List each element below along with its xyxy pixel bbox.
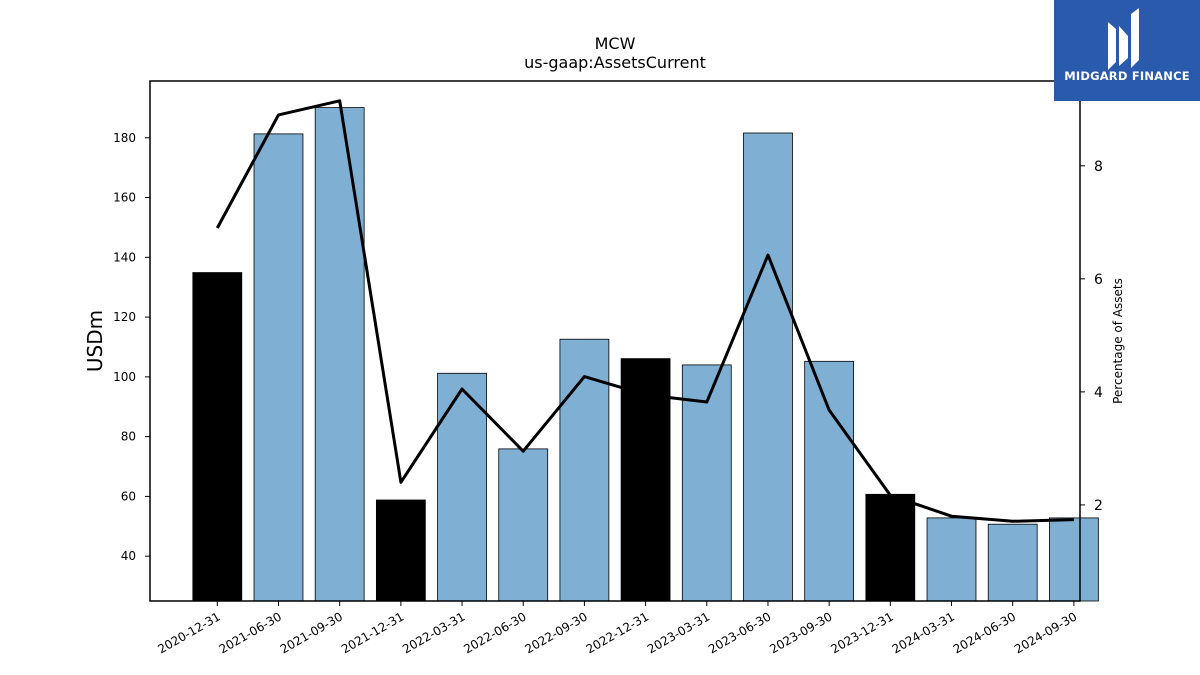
y2-tick-label: 2 <box>1094 498 1103 514</box>
bar-2023-09-30 <box>804 360 855 602</box>
x-tick-label: 2024-06-30 <box>951 609 1018 656</box>
bars <box>192 107 1099 602</box>
x-tick-label: 2021-12-31 <box>339 609 406 656</box>
bar-2023-12-31 <box>865 493 916 602</box>
y-axis-ticks: 40 60 80 100 120 140 160 180 <box>113 131 150 563</box>
y2-tick-label: 6 <box>1094 272 1103 288</box>
line-series <box>215 99 1074 523</box>
y-axis-label: USDm <box>83 310 107 372</box>
logo-icon <box>1108 8 1139 70</box>
bar-2024-03-31 <box>926 517 977 602</box>
x-tick-label: 2023-12-31 <box>828 609 895 656</box>
bar-2020-12-31 <box>192 272 243 602</box>
y-tick-label: 60 <box>121 489 136 503</box>
bar-2021-06-30 <box>253 133 304 602</box>
bar-2023-03-31 <box>681 364 732 602</box>
bar-2021-09-30 <box>314 107 365 602</box>
x-tick-label: 2021-09-30 <box>278 609 345 656</box>
x-tick-label: 2022-03-31 <box>400 609 467 656</box>
x-tick-label: 2020-12-31 <box>155 609 222 656</box>
bar-2021-12-31 <box>375 499 426 602</box>
brand-name: MIDGARD FINANCE <box>1064 69 1190 83</box>
x-tick-label: 2024-03-31 <box>890 609 957 656</box>
x-axis-ticks: 2020-12-312021-06-302021-09-302021-12-31… <box>155 601 1079 656</box>
bar-2023-06-30 <box>743 132 793 602</box>
x-tick-label: 2023-09-30 <box>767 609 834 656</box>
x-tick-label: 2022-06-30 <box>461 609 528 656</box>
bar-2022-12-31 <box>620 358 671 602</box>
y-tick-label: 160 <box>113 191 136 205</box>
y-tick-label: 180 <box>113 131 136 145</box>
y2-axis-ticks: 2 4 6 8 <box>1080 159 1103 514</box>
x-tick-label: 2023-06-30 <box>706 609 773 656</box>
y2-axis-label: Percentage of Assets <box>1111 278 1125 404</box>
bar-2022-06-30 <box>498 448 549 602</box>
y-tick-label: 80 <box>121 430 136 444</box>
percentage-line <box>215 99 1074 523</box>
y-tick-label: 100 <box>113 370 136 384</box>
bar-2024-09-30 <box>1049 517 1099 602</box>
y-tick-label: 40 <box>121 549 136 563</box>
x-tick-label: 2023-03-31 <box>645 609 712 656</box>
y-tick-label: 120 <box>113 310 136 324</box>
plot-frame <box>149 80 1081 602</box>
brand-logo: MIDGARD FINANCE <box>1054 0 1200 101</box>
x-tick-label: 2021-06-30 <box>217 609 284 656</box>
y2-tick-label: 4 <box>1094 385 1103 401</box>
y2-tick-label: 8 <box>1094 159 1103 175</box>
bar-2024-06-30 <box>987 523 1038 602</box>
x-tick-label: 2022-12-31 <box>584 609 651 656</box>
x-tick-label: 2022-09-30 <box>523 609 590 656</box>
chart-title: MCW <box>595 34 636 53</box>
x-tick-label: 2024-09-30 <box>1012 609 1079 656</box>
y-tick-label: 140 <box>113 250 136 264</box>
chart-subtitle: us-gaap:AssetsCurrent <box>524 53 706 72</box>
